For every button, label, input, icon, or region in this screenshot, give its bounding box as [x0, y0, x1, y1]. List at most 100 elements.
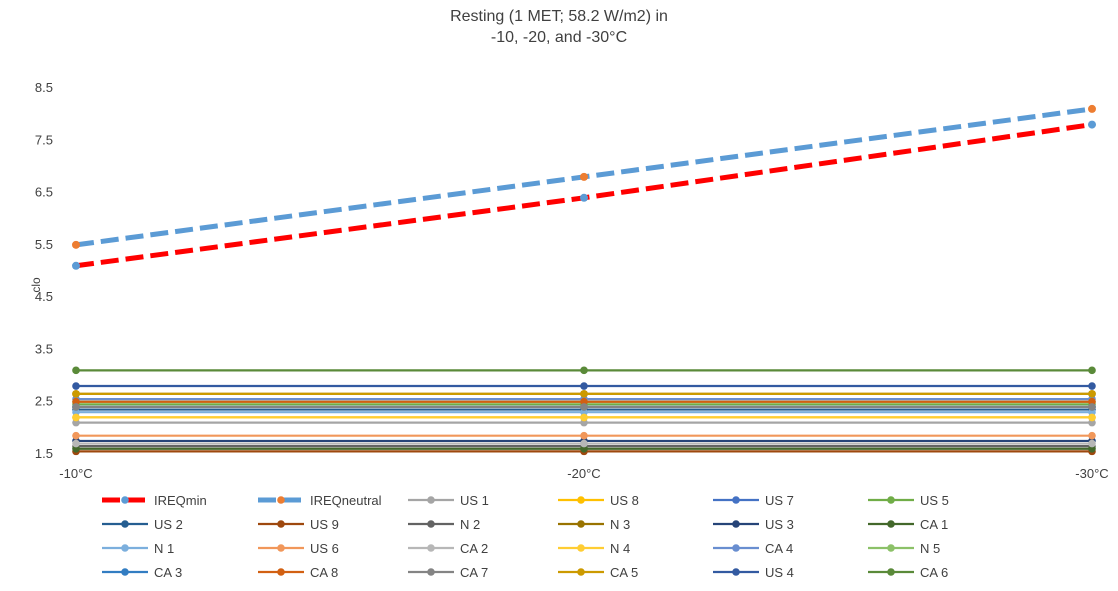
- legend-label: US 5: [920, 493, 949, 508]
- legend-marker: [577, 544, 585, 552]
- legend-marker: [732, 496, 740, 504]
- legend-item[interactable]: CA 6: [868, 565, 948, 580]
- data-point: [1088, 397, 1096, 406]
- legend-item[interactable]: CA 5: [558, 565, 638, 580]
- data-point: [1088, 408, 1096, 416]
- legend-item[interactable]: US 4: [713, 565, 794, 580]
- legend-item[interactable]: CA 2: [408, 541, 488, 556]
- data-point: [72, 261, 80, 270]
- data-point: [72, 418, 80, 427]
- legend-marker: [577, 496, 585, 504]
- legend-item[interactable]: US 9: [258, 517, 339, 532]
- legend-item[interactable]: IREQmin: [102, 493, 207, 508]
- data-point: [72, 408, 80, 416]
- series: [72, 408, 1096, 416]
- series: [72, 120, 1096, 270]
- legend-item[interactable]: US 3: [713, 517, 794, 532]
- data-point: [1088, 431, 1096, 440]
- legend-label: US 8: [610, 493, 639, 508]
- data-point: [1088, 120, 1096, 129]
- legend-marker: [427, 520, 435, 528]
- y-tick-label: 8.5: [35, 80, 53, 95]
- legend-item[interactable]: N 1: [102, 541, 174, 556]
- legend-item[interactable]: US 7: [713, 493, 794, 508]
- legend-marker: [577, 568, 585, 576]
- series: [72, 413, 1096, 422]
- data-point: [1088, 413, 1096, 422]
- legend-marker: [427, 496, 435, 504]
- data-point: [580, 439, 588, 448]
- data-point: [72, 240, 80, 249]
- legend-item[interactable]: US 5: [868, 493, 949, 508]
- legend-marker: [732, 520, 740, 528]
- legend-label: CA 6: [920, 565, 948, 580]
- legend[interactable]: IREQmin IREQneutral US 1 US 8 US 7 US 5 US 2 US…: [102, 493, 949, 580]
- chart-title: Resting (1 MET; 58.2 W/m2) in: [450, 8, 668, 25]
- legend-label: US 7: [765, 493, 794, 508]
- legend-label: N 3: [610, 517, 630, 532]
- x-tick-labels: -10°C -20°C -30°C: [59, 466, 1108, 481]
- data-point: [72, 382, 80, 390]
- data-point: [580, 390, 588, 398]
- legend-label: US 2: [154, 517, 183, 532]
- legend-marker: [427, 568, 435, 576]
- legend-item[interactable]: US 1: [408, 493, 489, 508]
- legend-item[interactable]: CA 1: [868, 517, 948, 532]
- data-point: [580, 408, 588, 416]
- legend-marker: [277, 496, 285, 504]
- data-point: [580, 366, 588, 375]
- series: [72, 403, 1096, 411]
- legend-item[interactable]: CA 3: [102, 565, 182, 580]
- legend-label: US 9: [310, 517, 339, 532]
- legend-marker: [277, 568, 285, 576]
- series: [72, 418, 1096, 427]
- legend-label: N 5: [920, 541, 940, 556]
- data-point: [580, 382, 588, 390]
- y-tick-label: 7.5: [35, 132, 53, 147]
- data-point: [72, 397, 80, 406]
- series: [72, 104, 1096, 249]
- legend-label: US 3: [765, 517, 794, 532]
- legend-label: CA 3: [154, 565, 182, 580]
- legend-item[interactable]: US 6: [258, 541, 339, 556]
- legend-marker: [121, 520, 129, 528]
- data-point: [580, 418, 588, 427]
- legend-item[interactable]: US 8: [558, 493, 639, 508]
- data-point: [72, 431, 80, 440]
- chart-subtitle: -10, -20, and -30°C: [491, 29, 627, 46]
- x-tick-label: -10°C: [59, 466, 92, 481]
- data-point: [580, 193, 588, 202]
- legend-label: CA 2: [460, 541, 488, 556]
- legend-marker: [121, 544, 129, 552]
- legend-label: N 1: [154, 541, 174, 556]
- data-point: [72, 390, 80, 398]
- series: [72, 431, 1096, 440]
- legend-label: US 6: [310, 541, 339, 556]
- legend-marker: [732, 568, 740, 576]
- legend-item[interactable]: N 5: [868, 541, 940, 556]
- y-tick-label: 3.5: [35, 341, 53, 356]
- legend-item[interactable]: N 4: [558, 541, 630, 556]
- data-point: [72, 366, 80, 375]
- legend-label: IREQmin: [154, 493, 207, 508]
- legend-label: CA 5: [610, 565, 638, 580]
- legend-label: IREQneutral: [310, 493, 382, 508]
- data-point: [72, 439, 80, 448]
- data-point: [1088, 382, 1096, 390]
- legend-label: CA 4: [765, 541, 793, 556]
- legend-marker: [121, 496, 129, 504]
- legend-item[interactable]: US 2: [102, 517, 183, 532]
- legend-item[interactable]: N 3: [558, 517, 630, 532]
- y-tick-label: 4.5: [35, 289, 53, 304]
- legend-marker: [732, 544, 740, 552]
- data-point: [1088, 366, 1096, 375]
- legend-item[interactable]: N 2: [408, 517, 480, 532]
- legend-item[interactable]: CA 4: [713, 541, 793, 556]
- legend-item[interactable]: CA 8: [258, 565, 338, 580]
- data-point: [580, 431, 588, 440]
- data-point: [1088, 403, 1096, 411]
- series-lines: [72, 104, 1096, 456]
- legend-item[interactable]: IREQneutral: [258, 493, 382, 508]
- legend-item[interactable]: CA 7: [408, 565, 488, 580]
- data-point: [1088, 390, 1096, 398]
